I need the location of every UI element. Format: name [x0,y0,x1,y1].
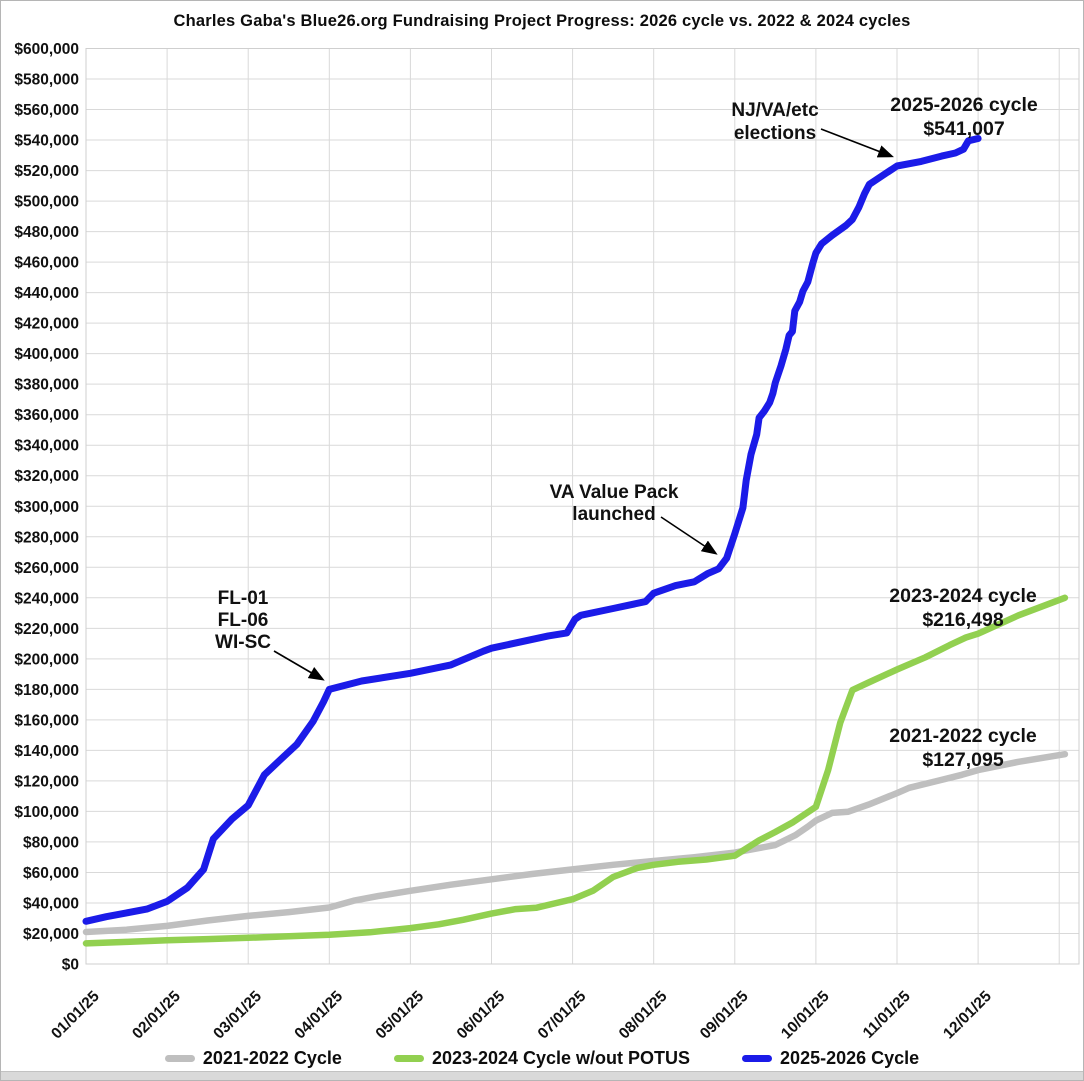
series-end-label: $127,095 [922,749,1003,771]
x-axis-tick-label: 07/01/25 [535,988,590,1043]
y-axis-tick-label: $440,000 [14,285,79,302]
annotation-text-va-value-pack: launched [572,504,655,525]
y-axis-tick-label: $480,000 [14,224,79,241]
y-axis-tick-label: $540,000 [14,133,79,150]
x-axis-tick-label: 06/01/25 [454,988,509,1043]
y-axis-tick-label: $520,000 [14,163,79,180]
x-axis-tick-label: 09/01/25 [697,988,752,1043]
y-axis-tick-label: $300,000 [14,499,79,516]
y-axis-tick-label: $460,000 [14,255,79,272]
y-axis-tick-label: $80,000 [23,834,79,851]
y-axis-tick-label: $280,000 [14,529,79,546]
x-axis-tick-label: 02/01/25 [129,988,184,1043]
series-end-label: $541,007 [923,118,1004,140]
legend-item-2021-2022-cycle: 2021-2022 Cycle [164,1047,342,1069]
x-axis-tick-label: 12/01/25 [940,988,995,1043]
y-axis-tick-label: $220,000 [14,621,79,638]
x-axis-tick-label: 11/01/25 [860,988,914,1042]
y-axis-tick-label: $140,000 [14,743,79,760]
legend-label: 2021-2022 Cycle [202,1047,342,1068]
y-axis-tick-label: $40,000 [23,895,79,912]
y-axis-tick-label: $180,000 [14,682,79,699]
fundraising-line-chart: $600,000 $580,000 $560,000 $540,000 $520,000… [14,41,1080,1043]
x-axis-tick-label: 03/01/25 [210,988,265,1043]
annotation-text-va-value-pack: VA Value Pack [550,482,679,503]
y-axis-tick-label: $240,000 [14,590,79,607]
x-axis-tick-label: 10/01/25 [778,988,833,1043]
annotation-text-fl-races: FL-01 [218,588,269,609]
y-axis-tick-label: $260,000 [14,560,79,577]
annotation-text-fl-races: FL-06 [218,610,269,631]
annotation-text-fl-races: WI-SC [215,632,271,653]
y-axis-tick-label: $380,000 [14,377,79,394]
annotation-text-nj-va-elections: NJ/VA/etc [731,100,819,121]
y-axis-tick-label: $20,000 [23,926,79,943]
legend-item-2023-2024-cycle-w-out-potus: 2023-2024 Cycle w/out POTUS [393,1047,691,1069]
legend-label: 2025-2026 Cycle [780,1047,920,1068]
annotation-arrow-nj-va-elections [820,128,894,158]
y-axis-tick-label: $320,000 [14,468,79,485]
y-axis-tick-label: $340,000 [14,438,79,455]
y-axis-tick-label: $420,000 [14,316,79,333]
y-axis-tick-label: $120,000 [14,773,79,790]
y-axis-tick-label: $400,000 [14,346,79,363]
y-axis-tick-label: $360,000 [14,407,79,424]
y-axis-tick-label: $600,000 [14,41,79,58]
annotation-arrow-fl-races [273,650,325,681]
y-axis-tick-label: $500,000 [14,194,79,211]
series-end-label: 2025-2026 cycle [890,94,1038,116]
bottom-strip [1,1071,1083,1080]
legend-dash-icon [164,1054,195,1062]
x-axis-tick-label: 08/01/25 [616,988,671,1043]
y-axis-tick-label: $0 [62,957,79,974]
series-end-label: $216,498 [922,609,1003,631]
series-end-label: 2023-2024 cycle [889,585,1037,607]
legend-dash-icon [393,1054,424,1062]
legend-label: 2023-2024 Cycle w/out POTUS [431,1047,691,1068]
annotation-arrow-va-value-pack [660,516,718,555]
y-axis-tick-label: $160,000 [14,712,79,729]
x-axis-tick-label: 05/01/25 [373,988,428,1043]
chart-title: Charles Gaba's Blue26.org Fundraising Pr… [173,12,911,30]
y-axis-tick-label: $580,000 [14,72,79,89]
legend-dash-icon [742,1054,773,1062]
x-axis-tick-label: 01/01/25 [48,988,103,1043]
plot-border [85,48,1080,965]
chart-legend: 2021-2022 Cycle 2023-2024 Cycle w/out POT… [1,1045,1083,1071]
series-end-label: 2021-2022 cycle [889,725,1037,747]
legend-item-2025-2026-cycle: 2025-2026 Cycle [742,1048,919,1069]
y-axis-tick-label: $60,000 [23,865,79,882]
annotation-text-nj-va-elections: elections [734,123,816,144]
y-axis-tick-label: $560,000 [14,102,79,119]
series-line-2023-2024-cycle-w-out-potus [82,594,1069,947]
y-axis-tick-label: $100,000 [14,804,79,821]
y-axis-tick-label: $200,000 [14,651,79,668]
series-line-2025-2026-cycle [82,135,982,925]
x-axis-tick-label: 04/01/25 [291,988,346,1043]
